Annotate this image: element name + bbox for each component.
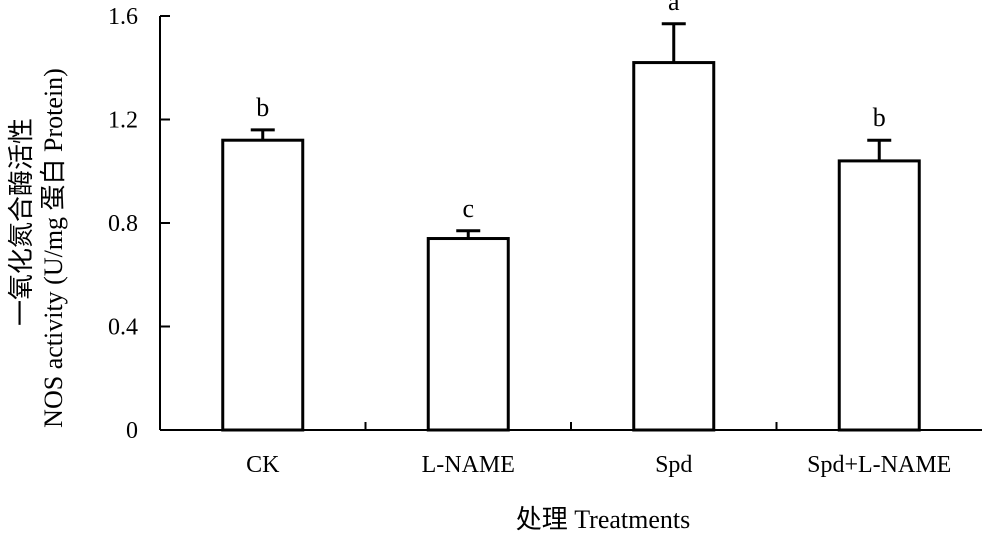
category-labels: CK L-NAME Spd Spd+L-NAME <box>246 452 951 478</box>
x-axis-title: 处理 Treatments <box>516 505 691 534</box>
y-tick-label: 1.2 <box>108 108 138 134</box>
significance-label: b <box>873 103 886 132</box>
category-label: Spd+L-NAME <box>807 452 951 478</box>
bar <box>837 159 921 432</box>
category-label: Spd <box>655 452 692 478</box>
y-tick-label: 0.4 <box>108 315 138 341</box>
category-label: L-NAME <box>422 452 515 478</box>
y-tick-label: 1.6 <box>108 4 138 30</box>
y-axis-title-line1: 一氧化氮合酶活性 <box>7 118 36 326</box>
significance-label: a <box>668 0 680 16</box>
significance-label: c <box>462 194 474 223</box>
y-tick-label: 0 <box>126 418 138 444</box>
bar <box>632 61 716 432</box>
category-label: CK <box>246 452 280 478</box>
y-ticks: 0 0.4 0.8 1.2 1.6 <box>108 4 778 444</box>
y-tick-label: 0.8 <box>108 211 138 237</box>
bars: b c a b <box>221 0 921 432</box>
significance-label: b <box>256 93 269 122</box>
bar <box>426 237 510 432</box>
bar <box>221 138 305 432</box>
y-axis-title-line2: NOS activity (U/mg 蛋白 Protein) <box>39 68 68 428</box>
